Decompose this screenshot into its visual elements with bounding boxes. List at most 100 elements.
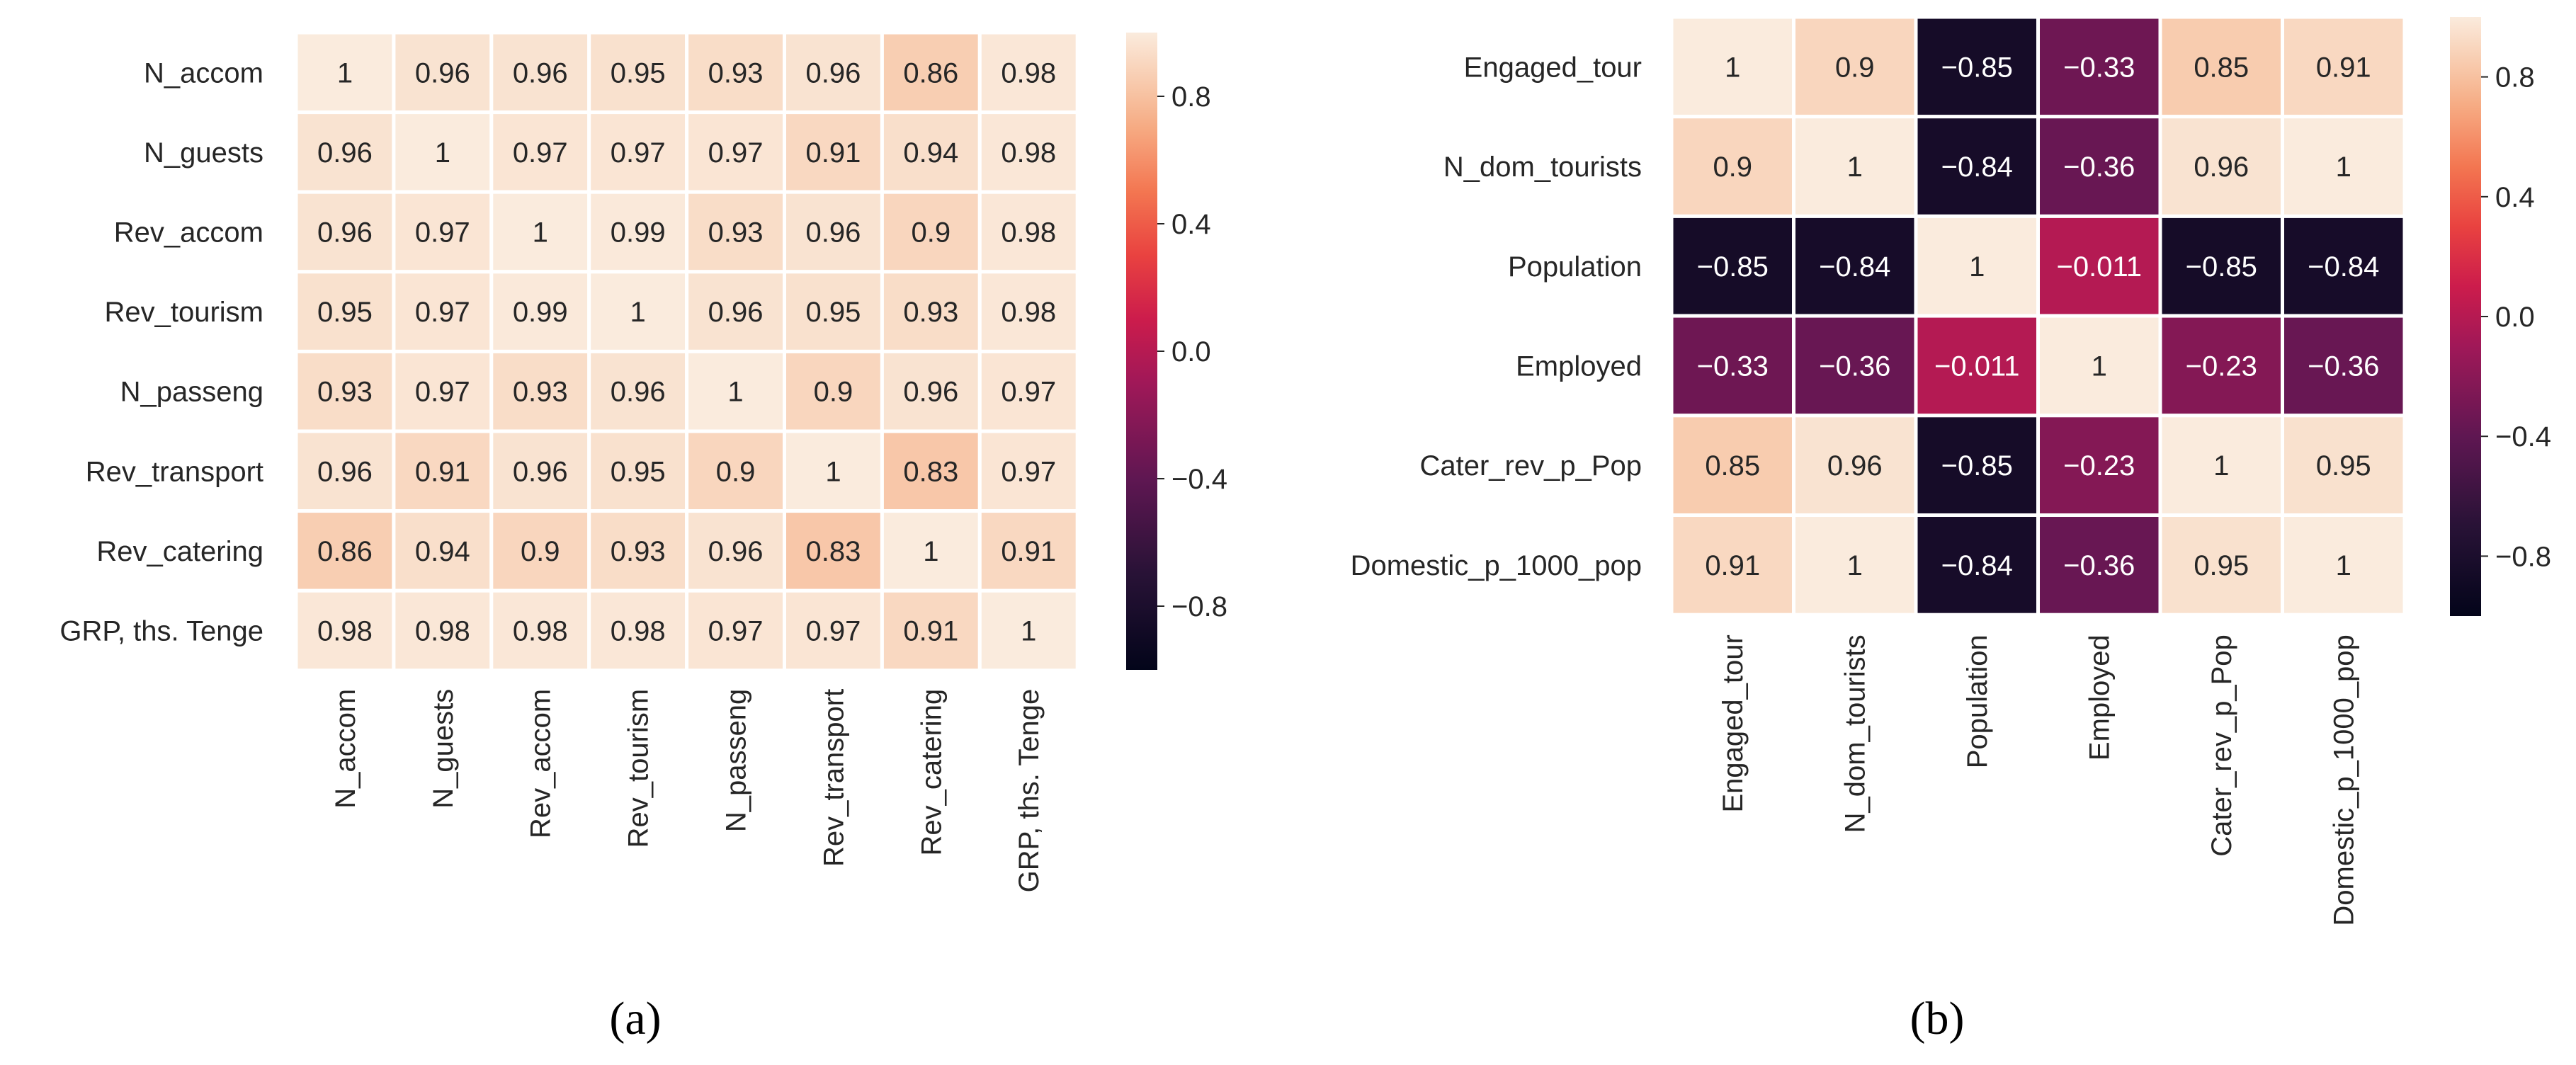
panel-label-a: (a) (609, 993, 661, 1044)
heatmap-b-col-label: N_dom_tourists (1840, 634, 1871, 833)
heatmap-a-cell-value: 0.96 (317, 137, 373, 169)
heatmap-a-cell-value: 0.98 (1001, 297, 1056, 328)
heatmap-a-cell-value: 1 (337, 57, 353, 89)
heatmap-a-cell-value: 0.93 (513, 377, 568, 408)
heatmap-b-row-label: N_dom_tourists (1443, 152, 1642, 183)
heatmap-a-row-label: Rev_tourism (104, 297, 263, 328)
heatmap-a-cell (783, 190, 884, 274)
colorbar-b-tick-label: 0.0 (2495, 302, 2535, 333)
heatmap-a-cell-value: 0.9 (912, 217, 951, 249)
heatmap-b-cell (1792, 15, 1918, 119)
heatmap-a-cell-value: 0.97 (611, 137, 666, 169)
heatmap-b-cell-value: 0.95 (2194, 550, 2249, 581)
heatmap-a-cell-value: 0.95 (317, 297, 373, 328)
heatmap-b-row-label: Engaged_tour (1464, 52, 1642, 83)
heatmap-b-cell (2036, 513, 2162, 617)
colorbar-a-tick-label: 0.8 (1171, 81, 1211, 113)
heatmap-a-cell-value: 0.98 (415, 616, 470, 647)
heatmap-b-cell (1914, 513, 2040, 617)
colorbar-b (2450, 17, 2481, 616)
heatmap-a-col-label: Rev_accom (526, 689, 557, 838)
heatmap-a-cell-value: 0.98 (317, 616, 373, 647)
colorbar-b-tick-label: −0.8 (2495, 541, 2551, 572)
heatmap-b-cell (2281, 314, 2407, 418)
heatmap-a-row-label: Rev_catering (96, 536, 263, 567)
heatmap-b-cell-value: −0.23 (2063, 450, 2135, 482)
heatmap-b-cell-value: −0.85 (1941, 52, 2013, 83)
heatmap-b-cell (1914, 15, 2040, 119)
heatmap-a-cell-value: 0.9 (716, 456, 756, 487)
heatmap-a-cell (977, 190, 1079, 274)
heatmap-b-cell (1669, 115, 1795, 218)
heatmap-a-col-label: Rev_transport (818, 689, 849, 867)
colorbar-a (1126, 33, 1157, 670)
heatmap-a-cell-value: 0.96 (708, 297, 764, 328)
heatmap-b-cell-value: −0.36 (2308, 351, 2379, 382)
panel-label-b: (b) (1910, 993, 1965, 1044)
heatmap-a-cell-value: 0.95 (806, 297, 861, 328)
heatmap-b-cell-value: 0.95 (2316, 450, 2371, 482)
heatmap-a-row-label: N_passeng (120, 377, 263, 408)
heatmap-a-cell-value: 0.9 (521, 536, 560, 567)
heatmap-a-cell-value: 0.96 (317, 456, 373, 487)
heatmap-a-cell (783, 30, 884, 115)
heatmap-b-cell-value: 0.91 (1705, 550, 1760, 581)
heatmap-a-cell-value: 0.97 (415, 297, 470, 328)
heatmap-a-cell-value: 1 (435, 137, 450, 169)
heatmap-b-cell (1792, 513, 1918, 617)
heatmap-b-row-label: Domestic_p_1000_pop (1351, 550, 1642, 581)
heatmap-b-col-label: Employed (2084, 634, 2116, 761)
heatmap-b-cell-value: −0.84 (1819, 251, 1890, 283)
heatmap-a-cell-value: 0.97 (1001, 456, 1056, 487)
heatmap-a-cell (783, 588, 884, 673)
heatmap-a-col-label: Rev_tourism (623, 689, 654, 848)
heatmap-a-cell (977, 429, 1079, 513)
heatmap-a-col-label: N_guests (428, 689, 459, 809)
heatmap-b-cell (1914, 214, 2040, 318)
heatmap-b-cell-value: −0.85 (1697, 251, 1769, 283)
heatmap-b-col-label: Domestic_p_1000_pop (2329, 634, 2360, 926)
heatmap-a-cell (685, 429, 786, 513)
heatmap-a-cell (783, 509, 884, 593)
heatmap-a-cell (977, 110, 1079, 194)
heatmap-a-cell-value: 1 (533, 217, 548, 249)
heatmap-a-cell-value: 0.95 (611, 456, 666, 487)
heatmap-a-cell-value: 1 (825, 456, 841, 487)
heatmap-a-cell-value: 0.98 (1001, 217, 1056, 249)
heatmap-a-row-label: GRP, ths. Tenge (59, 616, 263, 647)
heatmap-a-cell (977, 509, 1079, 593)
heatmap-a-row-label: N_accom (144, 57, 263, 89)
heatmap-b-row-label: Employed (1516, 351, 1642, 382)
heatmap-b-cell-value: −0.011 (2057, 251, 2143, 283)
heatmap-a-cell-value: 0.99 (611, 217, 666, 249)
colorbar-b-tick-label: 0.8 (2495, 62, 2535, 93)
heatmap-b-cell (1669, 414, 1795, 517)
heatmap-a-cell (587, 110, 689, 194)
heatmap-a-cell-value: 0.97 (708, 616, 764, 647)
heatmap-b-cell-value: −0.33 (1697, 351, 1769, 382)
heatmap-b-cell-value: 1 (2336, 152, 2351, 183)
heatmap-a-cell-value: 1 (1021, 616, 1036, 647)
heatmap-b-cell-value: 1 (1847, 152, 1863, 183)
heatmap-b-cell-value: −0.85 (2186, 251, 2257, 283)
heatmap-a-col-label: N_accom (330, 689, 361, 809)
heatmap-b-cell-value: 1 (2092, 351, 2107, 382)
heatmap-b-cell-value: 1 (2336, 550, 2351, 581)
heatmap-a-cell (489, 270, 591, 353)
heatmap-b-cell (2036, 214, 2162, 318)
heatmap-b-cell-value: 1 (1847, 550, 1863, 581)
heatmap-a-cell-value: 0.97 (415, 217, 470, 249)
heatmap-a-cell-value: 0.96 (806, 217, 861, 249)
heatmap-b-cell-value: −0.23 (2186, 351, 2257, 382)
colorbar-a-tick-label: 0.0 (1171, 336, 1211, 368)
heatmap-a-cell-value: 0.96 (903, 377, 958, 408)
heatmap-a-cell (880, 190, 982, 274)
heatmap-a-cell-value: 0.91 (1001, 536, 1056, 567)
heatmap-b-cell-value: 0.96 (1827, 450, 1883, 482)
heatmap-a-cell-value: 0.83 (806, 536, 861, 567)
heatmap-a-col-label: GRP, ths. Tenge (1014, 689, 1045, 893)
heatmap-a-cell (977, 30, 1079, 115)
heatmap-a-cell-value: 0.94 (903, 137, 958, 169)
heatmap-a-cell (977, 588, 1079, 673)
